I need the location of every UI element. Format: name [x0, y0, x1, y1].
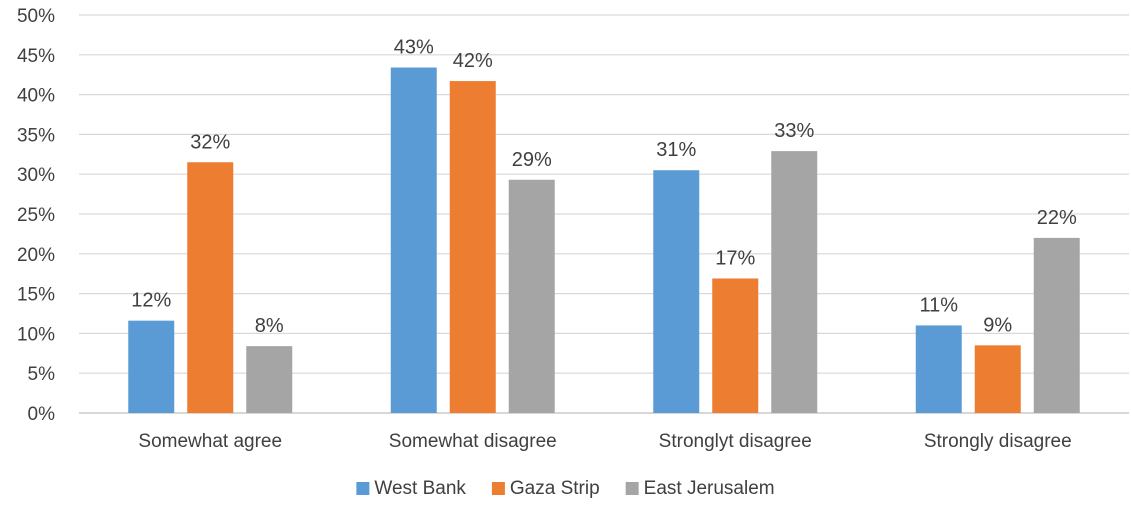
x-tick-label: Stronglyt disagree: [659, 431, 812, 452]
legend-swatch-gaza-strip: [491, 482, 505, 495]
data-label: 8%: [255, 315, 284, 337]
data-label: 33%: [774, 120, 814, 142]
y-tick-label: 50%: [17, 6, 55, 27]
data-label: 31%: [656, 139, 696, 161]
data-label: 9%: [983, 314, 1012, 336]
gridlines: [79, 14, 1129, 414]
bar-east-jerusalem-stronglyt-disagree: [771, 151, 818, 413]
data-label: 32%: [190, 131, 230, 153]
y-tick-label: 0%: [28, 404, 56, 425]
bar-west-bank-stronglyt-disagree: [653, 170, 700, 413]
y-tick-label: 35%: [17, 125, 55, 146]
bar-east-jerusalem-somewhat-disagree: [508, 179, 555, 413]
bars: [128, 67, 1080, 414]
bar-west-bank-somewhat-agree: [128, 320, 175, 413]
data-labels: 12% 32% 8% 43% 42% 29% 31% 17% 33% 11% 9% 22%: [131, 37, 1077, 338]
data-label: 22%: [1037, 207, 1077, 229]
data-label: 12%: [131, 290, 171, 312]
legend-label: East Jerusalem: [644, 478, 775, 499]
legend-label: West Bank: [374, 478, 466, 499]
data-label: 17%: [715, 247, 755, 269]
bar-east-jerusalem-somewhat-agree: [246, 346, 293, 413]
legend-swatch-west-bank: [356, 482, 370, 495]
y-axis: 0% 5% 10% 15% 20% 25% 30% 35% 40% 45% 50%: [17, 6, 55, 425]
y-tick-label: 15%: [17, 285, 55, 306]
x-tick-label: Somewhat disagree: [389, 431, 557, 452]
legend: West Bank Gaza Strip East Jerusalem: [356, 478, 775, 499]
y-tick-label: 10%: [17, 324, 55, 345]
bar-gaza-strip-strongly-disagree: [974, 345, 1021, 413]
bar-gaza-strip-somewhat-agree: [187, 162, 234, 413]
y-tick-label: 5%: [28, 364, 56, 385]
data-label: 11%: [919, 294, 958, 316]
x-tick-label: Strongly disagree: [924, 431, 1072, 452]
bar-east-jerusalem-strongly-disagree: [1033, 237, 1080, 413]
bar-west-bank-somewhat-disagree: [390, 67, 437, 413]
x-tick-label: Somewhat agree: [138, 431, 282, 452]
data-label: 43%: [394, 37, 434, 59]
y-tick-label: 30%: [17, 165, 55, 186]
legend-label: Gaza Strip: [510, 478, 600, 499]
legend-swatch-east-jerusalem: [625, 482, 639, 495]
bar-gaza-strip-stronglyt-disagree: [712, 278, 759, 413]
y-tick-label: 20%: [17, 245, 55, 266]
data-label: 42%: [453, 50, 493, 72]
y-tick-label: 40%: [17, 86, 55, 107]
y-tick-label: 25%: [17, 205, 55, 226]
y-tick-label: 45%: [17, 46, 55, 67]
bar-west-bank-strongly-disagree: [915, 325, 962, 413]
data-label: 29%: [512, 149, 552, 171]
x-axis: Somewhat agree Somewhat disagree Stronglyt…: [138, 431, 1071, 452]
bar-gaza-strip-somewhat-disagree: [449, 81, 496, 414]
